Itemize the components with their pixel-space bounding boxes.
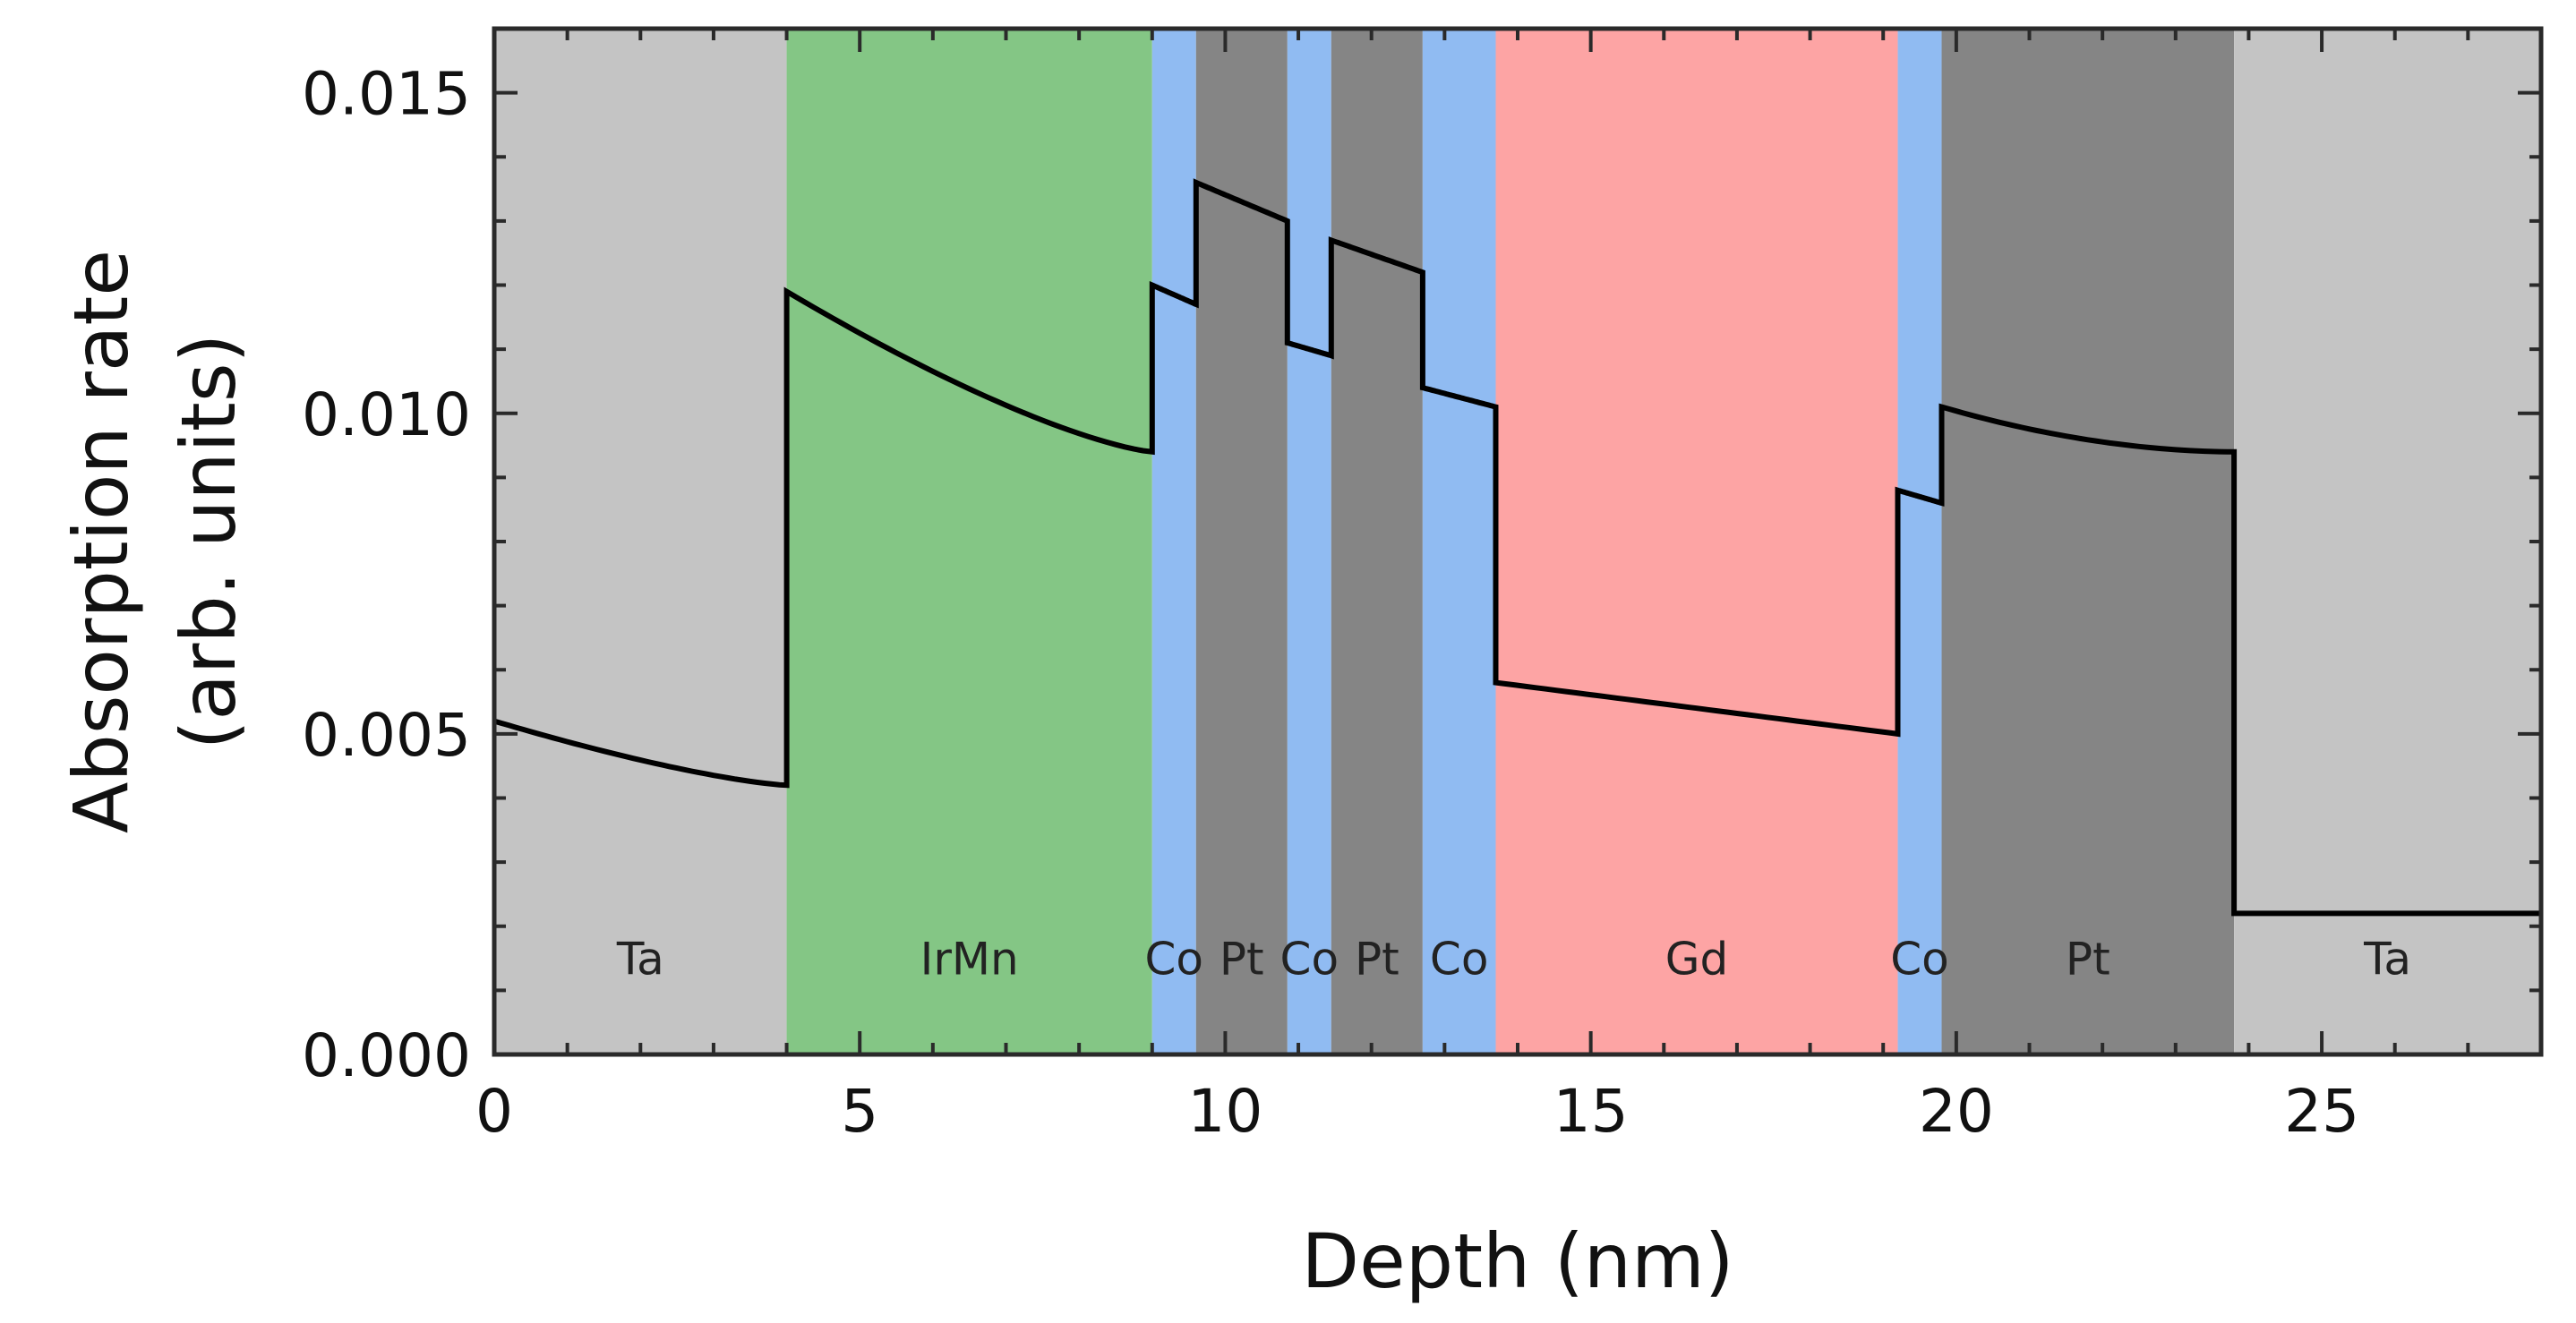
layer-band-ta [494,29,787,1054]
y-tick-label: 0.005 [302,701,471,770]
y-axis-title: Absorption rate (arb. units) [57,250,252,833]
plot-frame [492,26,2544,1057]
y-tick-label: 0.000 [302,1021,471,1090]
x-tick-label: 0 [475,1077,513,1146]
layer-band-pt [1195,29,1288,1054]
layer-band-pt [1331,29,1423,1054]
layer-label-pt: Pt [2066,934,2110,986]
layer-band-co [1422,29,1496,1054]
layer-label-co: Co [1145,934,1204,986]
x-tick-label: 15 [1553,1077,1629,1146]
layer-label-co: Co [1430,934,1489,986]
layer-label-pt: Pt [1355,934,1399,986]
layer-labels: Ta IrMn Co Pt Co Pt Co Gd Co Pt Ta [616,934,2411,986]
absorption-curve [493,178,2541,917]
layer-band-co [1287,29,1331,1054]
y-tick-label: 0.015 [302,60,471,129]
layer-label-pt: Pt [1220,934,1264,986]
x-tick-label: 10 [1187,1077,1262,1146]
x-tick-label: 20 [1919,1077,1994,1146]
layer-band-co [1897,29,1942,1054]
layer-label-irmn: IrMn [920,934,1019,986]
layer-band-pt [1941,29,2235,1054]
y-axis-title-line1: Absorption rate [57,250,145,833]
layer-label-co: Co [1280,934,1339,986]
layer-label-ta: Ta [2363,934,2411,986]
x-axis-title: Depth (nm) [1301,1217,1733,1305]
layer-band-ta [2234,29,2541,1054]
tick-labels: 0 5 10 15 20 25 0.000 0.005 0.010 0.015 [302,60,2359,1146]
layer-label-co: Co [1890,934,1949,986]
layer-label-gd: Gd [1665,934,1728,986]
layer-bands [494,29,2541,1054]
x-tick-label: 25 [2284,1077,2359,1146]
x-tick-label: 5 [841,1077,878,1146]
layer-band-gd [1495,29,1898,1054]
layer-band-irmn [786,29,1152,1054]
y-axis-title-line2: (arb. units) [165,334,252,750]
layer-label-ta: Ta [616,934,664,986]
layer-band-co [1151,29,1196,1054]
y-tick-label: 0.010 [302,380,471,449]
